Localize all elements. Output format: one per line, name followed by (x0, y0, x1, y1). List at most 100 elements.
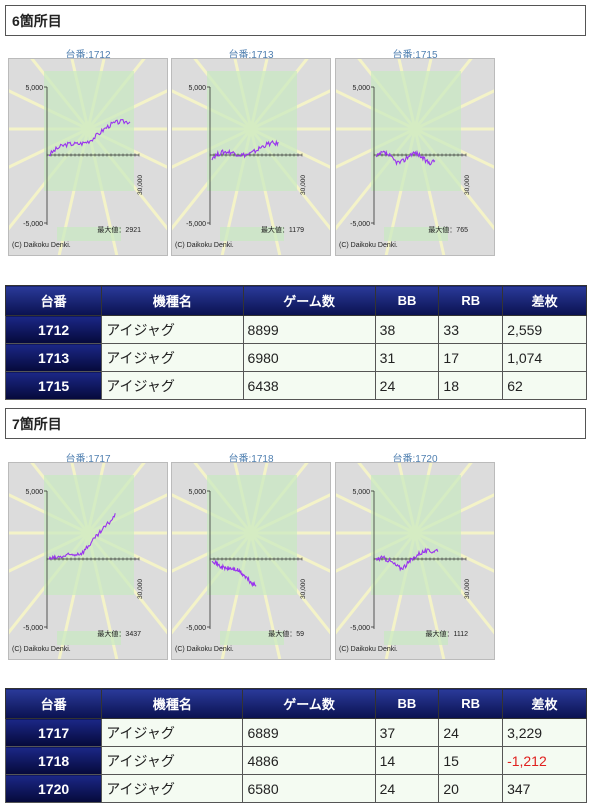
copyright-text: (C) Daikoku Denki. (339, 646, 398, 653)
table-cell: 6980 (242, 343, 376, 372)
copyright-text: (C) Daikoku Denki. (175, 242, 234, 249)
column-header: 台番 (4, 285, 103, 316)
table-cell: 15 (438, 746, 504, 775)
max-value-label: 最大値：2921 (97, 225, 141, 234)
table-cell: 33 (438, 315, 504, 344)
graph-svg: 5,000 -5,000 30,000 最大値：2921 (C) Daikoku Den… (9, 59, 167, 255)
background-building (371, 71, 461, 191)
copyright-text: (C) Daikoku Denki. (12, 242, 71, 249)
graph-svg: 5,000 -5,000 30,000 最大値：765 (C) Daikoku Denk… (336, 59, 494, 255)
table-cell: 24 (374, 774, 440, 803)
slump-line (375, 149, 436, 167)
max-value-label: 最大値：59 (268, 629, 304, 638)
slump-graph[interactable]: 台番:1713 5,000 -5,000 30,000 最大値：1179 (C) Daik… (171, 46, 331, 258)
slump-graph[interactable]: 台番:1715 5,000 -5,000 30,000 最大値：765 (C) Daiko… (335, 46, 495, 258)
table-cell: 347 (502, 774, 587, 803)
y-min-label: -5,000 (186, 221, 206, 228)
table-cell: アイジャグ (101, 774, 244, 803)
y-max-label: 5,000 (188, 489, 206, 496)
column-header: RB (438, 688, 504, 719)
background-building (371, 475, 461, 595)
x-max-label: 30,000 (464, 175, 471, 195)
machine-number-cell[interactable]: 1713 (4, 343, 103, 372)
background-building (207, 475, 297, 595)
table-cell: 37 (374, 718, 440, 747)
slump-graph[interactable]: 台番:1712 5,000 -5,000 30,000 最大値：2921 (C) Daik… (8, 46, 168, 258)
table-cell: 8899 (242, 315, 376, 344)
background-building (44, 71, 134, 191)
machine-number-cell[interactable]: 1715 (4, 371, 103, 400)
graph-svg: 5,000 -5,000 30,000 最大値：59 (C) Daikoku Denki… (172, 463, 330, 659)
table-cell: アイジャグ (101, 718, 244, 747)
slump-graph[interactable]: 台番:1718 5,000 -5,000 30,000 最大値：59 (C) Daikok… (171, 450, 331, 662)
graph-panel: 5,000 -5,000 30,000 最大値：765 (C) Daikoku Denk… (335, 58, 495, 256)
y-min-label: -5,000 (350, 625, 370, 632)
column-header: BB (374, 285, 440, 316)
x-max-label: 30,000 (300, 175, 307, 195)
graph-svg: 5,000 -5,000 30,000 最大値：3437 (C) Daikoku Den… (9, 463, 167, 659)
column-header: ゲーム数 (242, 285, 376, 316)
slump-line (375, 547, 439, 572)
table-row: 1715 アイジャグ 6438 24 18 62 (4, 371, 587, 400)
x-max-label: 30,000 (137, 175, 144, 195)
table-cell: アイジャグ (101, 746, 244, 775)
background-floor (384, 631, 448, 645)
graph-panel: 5,000 -5,000 30,000 最大値：3437 (C) Daikoku Den… (8, 462, 168, 660)
table-cell: 3,229 (502, 718, 587, 747)
table-cell: アイジャグ (101, 371, 244, 400)
slump-line (211, 558, 257, 588)
graph-panel: 5,000 -5,000 30,000 最大値：2921 (C) Daikoku Den… (8, 58, 168, 256)
machine-caption: 台番:1717 (65, 454, 111, 465)
table-header-row: 台番 機種名 ゲーム数 BB RB 差枚 (4, 688, 587, 719)
machine-caption: 台番:1715 (392, 50, 438, 61)
y-max-label: 5,000 (188, 85, 206, 92)
y-max-label: 5,000 (25, 489, 43, 496)
machine-number-cell[interactable]: 1717 (4, 718, 103, 747)
y-max-label: 5,000 (25, 85, 43, 92)
table-cell: 38 (374, 315, 440, 344)
section-title: 7箇所目 (5, 408, 586, 439)
background-floor (57, 227, 121, 241)
max-value-label: 最大値：1179 (261, 225, 304, 234)
background-floor (384, 227, 448, 241)
machine-number-cell[interactable]: 1712 (4, 315, 103, 344)
table-cell: アイジャグ (101, 343, 244, 372)
y-min-label: -5,000 (23, 221, 43, 228)
copyright-text: (C) Daikoku Denki. (12, 646, 71, 653)
table-cell: 31 (374, 343, 440, 372)
slump-line (48, 119, 131, 157)
table-cell: 17 (438, 343, 504, 372)
graph-panel: 5,000 -5,000 30,000 最大値：59 (C) Daikoku Denki… (171, 462, 331, 660)
column-header: 差枚 (502, 688, 587, 719)
column-header: RB (438, 285, 504, 316)
slump-graph[interactable]: 台番:1720 5,000 -5,000 30,000 最大値：1112 (C) Daik… (335, 450, 495, 662)
table-cell: 14 (374, 746, 440, 775)
column-header: BB (374, 688, 440, 719)
table-row: 1717 アイジャグ 6889 37 24 3,229 (4, 718, 587, 747)
table-cell: 62 (502, 371, 587, 400)
table-row: 1720 アイジャグ 6580 24 20 347 (4, 774, 587, 803)
table-cell: 6580 (242, 774, 376, 803)
background-floor (57, 631, 121, 645)
table-cell: 18 (438, 371, 504, 400)
graph-svg: 5,000 -5,000 30,000 最大値：1179 (C) Daikoku Den… (172, 59, 330, 255)
column-header: 機種名 (101, 285, 244, 316)
column-header: 台番 (4, 688, 103, 719)
machine-caption: 台番:1713 (228, 50, 274, 61)
slump-graph[interactable]: 台番:1717 5,000 -5,000 30,000 最大値：3437 (C) Daik… (8, 450, 168, 662)
machine-caption: 台番:1720 (392, 454, 438, 465)
section-title: 6箇所目 (5, 5, 586, 36)
graph-panel: 5,000 -5,000 30,000 最大値：1179 (C) Daikoku Den… (171, 58, 331, 256)
table-cell: 4886 (242, 746, 376, 775)
max-value-label: 最大値：765 (428, 225, 468, 234)
y-min-label: -5,000 (186, 625, 206, 632)
machine-number-cell[interactable]: 1720 (4, 774, 103, 803)
machine-number-cell[interactable]: 1718 (4, 746, 103, 775)
machine-data-table: 台番 機種名 ゲーム数 BB RB 差枚 1717 アイジャグ 6889 37 24 3,229 171… (4, 688, 587, 803)
column-header: 機種名 (101, 688, 244, 719)
x-max-label: 30,000 (137, 579, 144, 599)
y-min-label: -5,000 (23, 625, 43, 632)
table-cell: 1,074 (502, 343, 587, 372)
graph-svg: 5,000 -5,000 30,000 最大値：1112 (C) Daikoku Den… (336, 463, 494, 659)
x-max-label: 30,000 (300, 579, 307, 599)
